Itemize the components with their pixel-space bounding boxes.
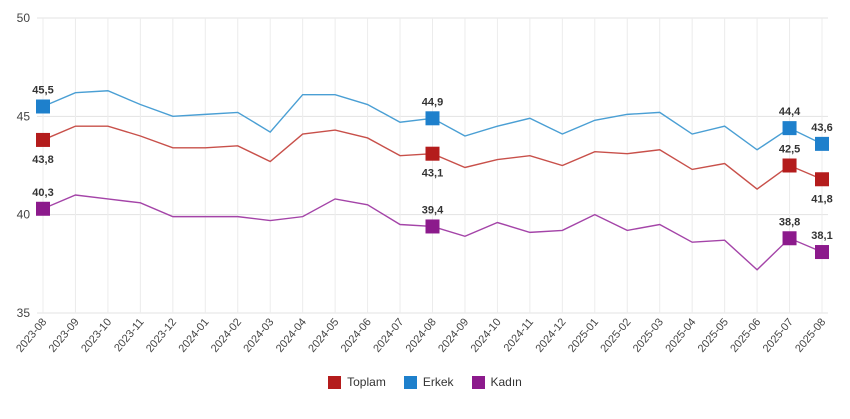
x-tick-label: 2024-06 — [339, 316, 374, 355]
legend-label-kadin: Kadın — [491, 375, 522, 389]
x-tick-label: 2024-05 — [306, 316, 341, 355]
data-label: 38,1 — [811, 230, 832, 242]
data-marker — [426, 219, 440, 233]
x-tick-label: 2024-12 — [533, 316, 568, 355]
x-tick-label: 2024-10 — [469, 316, 504, 355]
y-tick-label: 40 — [17, 208, 31, 222]
data-label: 39,4 — [422, 204, 444, 216]
legend-label-toplam: Toplam — [347, 375, 386, 389]
data-label: 43,1 — [422, 168, 443, 180]
legend-swatch-erkek — [404, 376, 417, 389]
x-tick-label: 2025-03 — [631, 316, 666, 355]
x-tick-label: 2024-03 — [241, 316, 276, 355]
data-label: 43,8 — [32, 154, 53, 166]
x-tick-label: 2025-07 — [761, 316, 796, 355]
data-label: 38,8 — [779, 216, 800, 228]
data-marker — [36, 133, 50, 147]
x-tick-label: 2025-02 — [598, 316, 633, 355]
data-marker — [815, 172, 829, 186]
y-tick-label: 50 — [17, 11, 31, 25]
data-marker — [783, 121, 797, 135]
x-tick-label: 2023-11 — [112, 316, 147, 354]
data-marker — [426, 111, 440, 125]
x-tick-label: 2024-11 — [502, 316, 537, 354]
legend-item-toplam[interactable]: Toplam — [328, 375, 386, 389]
legend: Toplam Erkek Kadın — [0, 375, 850, 389]
data-label: 44,4 — [779, 106, 801, 118]
legend-label-erkek: Erkek — [423, 375, 454, 389]
data-marker — [815, 137, 829, 151]
x-tick-label: 2023-09 — [47, 316, 82, 355]
data-label: 45,5 — [32, 85, 53, 97]
data-marker — [426, 147, 440, 161]
x-tick-label: 2025-04 — [663, 316, 698, 355]
legend-swatch-kadin — [472, 376, 485, 389]
x-tick-label: 2025-06 — [728, 316, 763, 355]
x-tick-label: 2025-08 — [793, 316, 828, 355]
data-label: 44,9 — [422, 96, 443, 108]
data-label: 40,3 — [32, 187, 53, 199]
data-label: 41,8 — [811, 193, 832, 205]
y-tick-label: 45 — [17, 109, 31, 123]
x-tick-label: 2023-12 — [144, 316, 179, 355]
data-marker — [815, 245, 829, 259]
x-tick-label: 2024-07 — [371, 316, 406, 355]
legend-swatch-toplam — [328, 376, 341, 389]
data-marker — [783, 159, 797, 173]
data-label: 42,5 — [779, 144, 800, 156]
data-marker — [36, 100, 50, 114]
x-tick-label: 2023-08 — [14, 316, 49, 355]
x-tick-label: 2025-05 — [696, 316, 731, 355]
x-tick-label: 2025-01 — [566, 316, 601, 355]
legend-item-kadin[interactable]: Kadın — [472, 375, 522, 389]
x-tick-label: 2024-09 — [436, 316, 471, 355]
data-label: 43,6 — [811, 122, 832, 134]
y-tick-label: 35 — [17, 306, 31, 320]
data-marker — [36, 202, 50, 216]
x-tick-label: 2024-04 — [274, 316, 309, 355]
x-tick-label: 2023-10 — [79, 316, 114, 355]
data-marker — [783, 231, 797, 245]
x-tick-label: 2024-08 — [404, 316, 439, 355]
legend-item-erkek[interactable]: Erkek — [404, 375, 454, 389]
x-tick-label: 2024-01 — [176, 316, 211, 355]
x-tick-label: 2024-02 — [209, 316, 244, 355]
